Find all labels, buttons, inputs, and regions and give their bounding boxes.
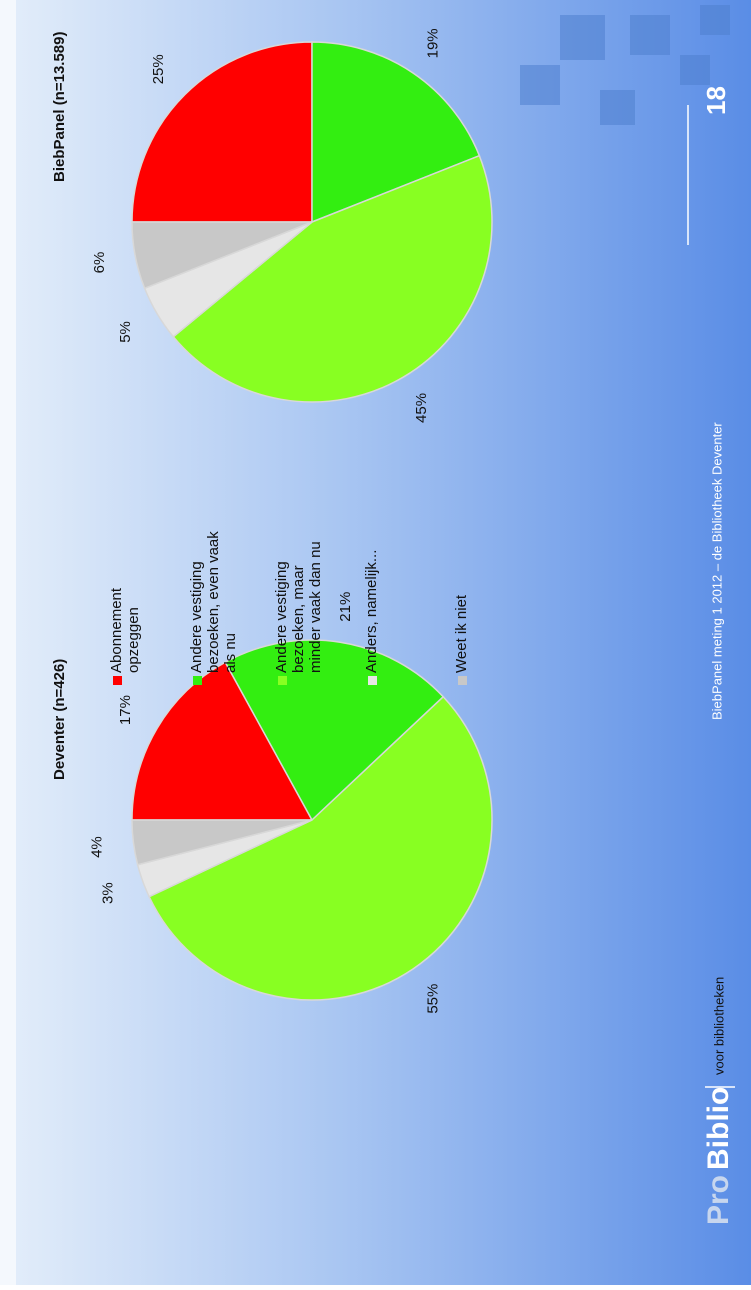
page-number: 18 xyxy=(701,86,731,115)
data-label: 19% xyxy=(424,28,441,58)
data-label: 21% xyxy=(337,592,354,622)
data-label: 6% xyxy=(91,252,108,274)
data-label: 5% xyxy=(117,321,134,343)
decoration xyxy=(520,5,730,125)
data-label: 25% xyxy=(150,54,167,84)
legend-label: Andere vestiging bezoeken, maar minder v… xyxy=(273,541,324,673)
legend-label: Anders, namelijk... xyxy=(363,549,380,673)
legend-entry: Andere vestiging bezoeken, maar minder v… xyxy=(273,541,324,673)
data-label: 4% xyxy=(89,836,106,858)
legend-entry: Anders, namelijk... xyxy=(363,549,380,673)
legend-swatch xyxy=(113,676,122,685)
pie-slice xyxy=(311,41,481,224)
pie-slice xyxy=(131,819,313,866)
legend-entry: Abonnement opzeggen xyxy=(108,587,142,673)
data-label: 17% xyxy=(117,695,134,725)
legend-label: Andere vestiging bezoeken, even vaak als… xyxy=(188,531,239,673)
legend-swatch xyxy=(193,676,202,685)
legend-entry: Andere vestiging bezoeken, even vaak als… xyxy=(188,531,239,673)
legend-swatch xyxy=(458,676,467,685)
edge-strip xyxy=(0,0,16,1285)
pie-slice xyxy=(131,661,314,821)
data-label: 55% xyxy=(424,984,441,1014)
footer-source: BiebPanel meting 1 2012 – de Bibliotheek… xyxy=(709,422,724,720)
pie-slice xyxy=(224,639,445,822)
chart-title: Deventer (n=426) xyxy=(51,659,68,780)
pie-slice xyxy=(148,695,493,1001)
logo-biblio: Biblio xyxy=(702,1087,735,1170)
data-label: 45% xyxy=(413,393,430,423)
pie-slice xyxy=(172,154,493,403)
legend-swatch xyxy=(368,676,377,685)
pie-slice xyxy=(131,41,313,223)
chart-title: BiebPanel (n=13.589) xyxy=(51,32,68,182)
logo-pro: Pro xyxy=(702,1175,735,1225)
tagline: voor bibliotheken xyxy=(711,977,726,1075)
data-label: 3% xyxy=(100,882,117,904)
pie-slice xyxy=(131,221,313,290)
legend-label: Weet ik niet xyxy=(453,594,470,673)
legend-entry: Weet ik niet xyxy=(453,594,470,673)
legend-swatch xyxy=(278,676,287,685)
legend-label: Abonnement opzeggen xyxy=(108,587,142,673)
